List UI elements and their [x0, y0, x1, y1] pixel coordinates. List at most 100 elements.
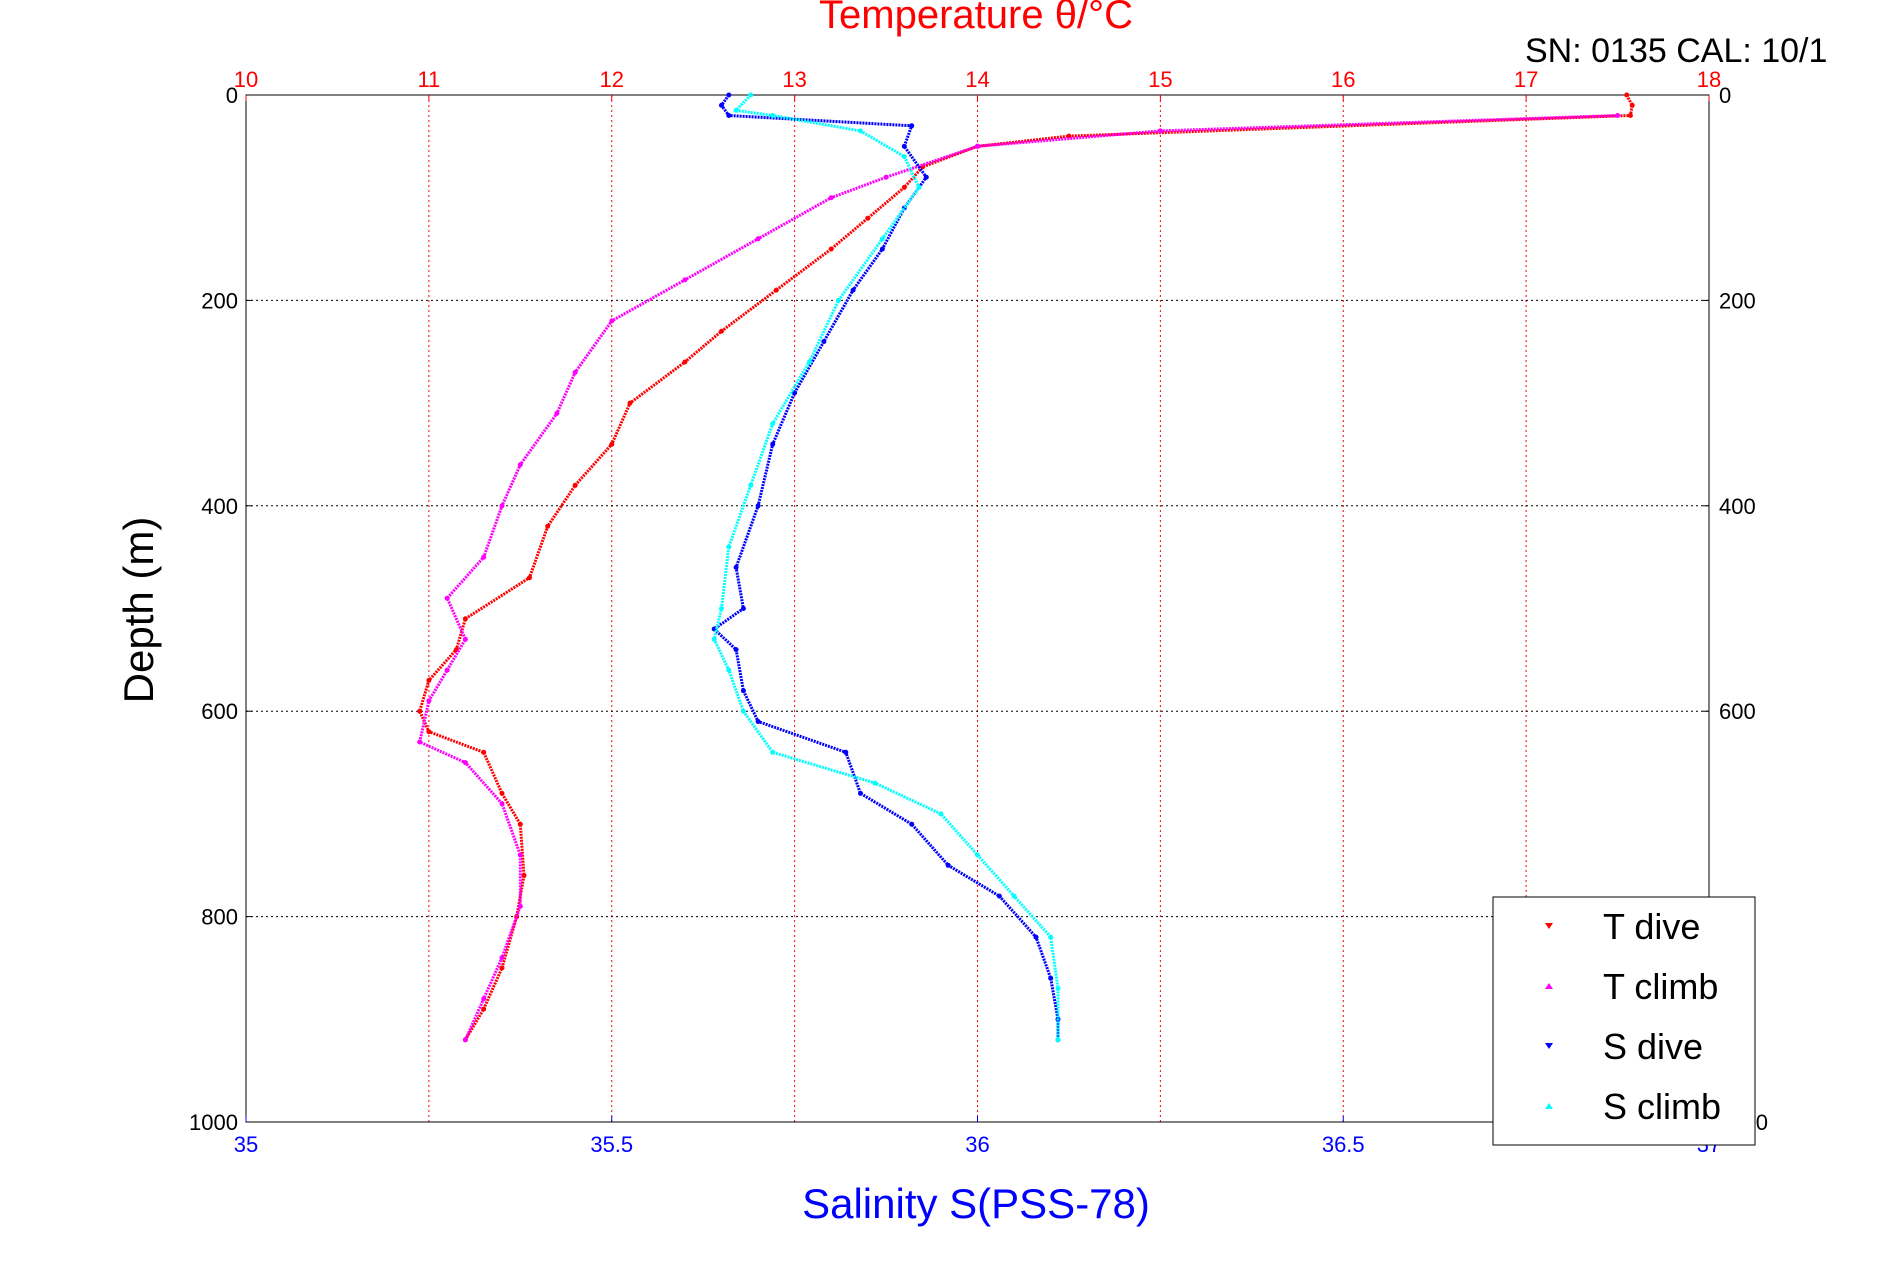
x-top-tick-label: 16 [1331, 67, 1355, 92]
data-point [545, 523, 551, 529]
data-point [975, 143, 980, 149]
legend-label: S dive [1603, 1026, 1703, 1067]
legend-marker [1545, 923, 1553, 929]
data-point [499, 801, 505, 807]
data-point [444, 595, 450, 601]
data-point [481, 554, 487, 560]
data-point [682, 359, 688, 365]
serial-calibration-label: SN: 0135 CAL: 10/1 [1525, 32, 1827, 70]
y-left-tick-label: 1000 [189, 1110, 238, 1135]
data-point [1048, 975, 1054, 981]
data-point [770, 749, 776, 755]
data-point [733, 564, 739, 570]
data-point [726, 667, 732, 673]
data-point [426, 698, 432, 704]
data-point [417, 708, 423, 714]
data-point [879, 246, 885, 252]
x-top-tick-label: 17 [1514, 67, 1538, 92]
data-point [499, 965, 505, 971]
legend-marker [1545, 1043, 1553, 1049]
data-point [755, 719, 761, 724]
data-point [1615, 113, 1621, 118]
x-bottom-tick-label: 36 [965, 1132, 989, 1157]
y-axis-title: Depth (m) [115, 517, 162, 704]
data-point [517, 852, 523, 858]
data-point [726, 544, 732, 550]
legend-label: T climb [1603, 966, 1718, 1007]
data-point [726, 92, 732, 98]
data-point [773, 287, 779, 293]
data-point [975, 852, 980, 858]
y-right-tick-label: 400 [1719, 494, 1756, 519]
data-point [462, 760, 468, 766]
data-point [909, 123, 915, 129]
series-trace [418, 94, 1634, 1041]
data-point [426, 677, 432, 683]
data-point [770, 113, 776, 118]
x-bottom-tick-label: 35 [234, 1132, 258, 1157]
data-point [527, 575, 532, 581]
y-left-tick-label: 0 [226, 83, 238, 108]
data-point [828, 246, 834, 252]
x-bottom-tick-label: 36.5 [1322, 1132, 1365, 1157]
y-left-tick-label: 400 [201, 494, 238, 519]
data-point [836, 297, 841, 303]
x-top-tick-label: 13 [782, 67, 806, 92]
data-point [462, 636, 468, 642]
data-point [711, 636, 717, 642]
x-top-tick-label: 18 [1697, 67, 1721, 92]
data-point [499, 955, 505, 961]
data-point [572, 369, 578, 375]
data-point [481, 749, 487, 755]
legend-marker [1545, 1103, 1553, 1109]
y-left-tick-label: 200 [201, 288, 238, 313]
series-trace [711, 94, 1060, 1040]
legend-box [1492, 896, 1756, 1146]
data-point [481, 1006, 487, 1012]
data-point [755, 236, 761, 242]
data-point [1627, 113, 1633, 118]
data-point [499, 503, 505, 509]
data-point [572, 482, 578, 488]
y-left-tick-label: 800 [201, 905, 238, 930]
series-s-dive [711, 92, 1061, 1043]
data-point [554, 410, 560, 416]
data-point [748, 92, 754, 98]
data-point [1011, 893, 1017, 899]
data-point [850, 287, 856, 293]
data-point [517, 903, 523, 909]
data-point [945, 862, 951, 868]
data-point [923, 174, 929, 180]
legend: T dive T climb S dive S climb [1492, 896, 1756, 1146]
data-point [755, 503, 761, 509]
x-bottom-tick-label: 35.5 [590, 1132, 633, 1157]
data-point [770, 421, 776, 427]
y-right-tick-label: 200 [1719, 288, 1756, 313]
data-point [627, 400, 633, 406]
data-point [996, 893, 1002, 899]
y-right-tick-label: 600 [1719, 699, 1756, 724]
x-axis-title-salinity: Salinity S(PSS-78) [802, 1180, 1150, 1227]
data-point [740, 708, 746, 714]
data-point [733, 107, 739, 113]
data-point [748, 482, 754, 488]
data-point [1629, 102, 1635, 108]
data-point [462, 1037, 468, 1043]
data-point [806, 359, 812, 365]
data-point [521, 873, 527, 878]
data-point [901, 154, 907, 160]
data-point [821, 339, 827, 344]
y-left-tick-label: 600 [201, 699, 238, 724]
data-point [462, 616, 468, 622]
data-point [1624, 92, 1630, 98]
series-layer [417, 92, 1635, 1043]
data-point [865, 215, 871, 221]
x-top-tick-label: 14 [965, 67, 989, 92]
data-point [879, 236, 885, 242]
data-point [872, 780, 878, 786]
data-point [733, 647, 739, 653]
x-top-tick-label: 12 [600, 67, 624, 92]
data-point [901, 184, 907, 190]
data-point [719, 328, 724, 334]
data-point [417, 739, 423, 745]
